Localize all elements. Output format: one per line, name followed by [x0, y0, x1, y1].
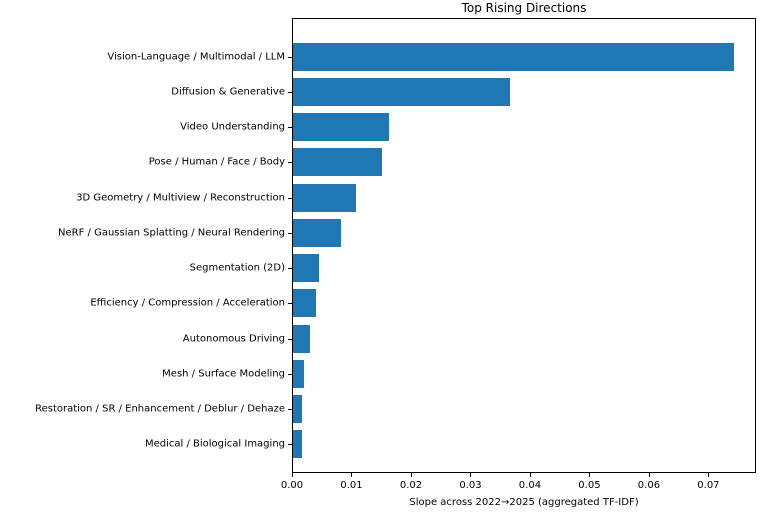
y-axis-tick: [288, 162, 292, 164]
bar: [293, 42, 734, 71]
x-axis-tick: [410, 473, 412, 477]
bar: [293, 183, 356, 212]
x-tick-label: 0.05: [578, 480, 601, 491]
bar-row: Mesh / Surface Modeling: [162, 356, 755, 391]
x-axis-title: Slope across 2022→2025 (aggregated TF-ID…: [409, 497, 639, 508]
y-axis-tick: [288, 232, 292, 234]
category-label: Efficiency / Compression / Acceleration: [90, 297, 285, 309]
x-axis-tick: [648, 473, 650, 477]
x-axis-tick: [708, 473, 710, 477]
plot-area: Vision-Language / Multimodal / LLM Diffus…: [35, 18, 756, 473]
bar-row: 3D Geometry / Multiview / Reconstruction: [76, 180, 755, 215]
category-label: Restoration / SR / Enhancement / Deblur …: [35, 403, 285, 415]
x-axis-tick: [292, 473, 293, 477]
bar: [293, 113, 389, 142]
x-axis: 0.00 0.01 0.02 0.03 0.04 0.05 0.06 0.07: [281, 473, 756, 495]
y-axis-tick: [288, 373, 292, 375]
category-label: Autonomous Driving: [182, 333, 285, 345]
x-tick-label: 0.06: [637, 480, 661, 491]
x-tick-label: 0.01: [340, 480, 363, 491]
y-axis-tick: [288, 56, 292, 58]
bar-row: Efficiency / Compression / Acceleration: [90, 286, 755, 321]
bar: [293, 148, 382, 177]
x-axis-tick: [470, 473, 472, 477]
x-axis-tick: [589, 473, 591, 477]
category-label: Diffusion & Generative: [171, 86, 285, 98]
bar-row: Segmentation (2D): [190, 251, 755, 286]
y-axis-tick: [288, 409, 292, 411]
y-axis-tick: [288, 197, 292, 199]
bar: [293, 430, 302, 459]
category-label: Segmentation (2D): [189, 262, 285, 274]
category-label: Vision-Language / Multimodal / LLM: [107, 51, 285, 63]
y-axis-tick: [288, 338, 292, 340]
bar: [293, 77, 510, 106]
category-label: NeRF / Gaussian Splatting / Neural Rende…: [58, 227, 285, 239]
x-tick-label: 0.00: [280, 480, 304, 491]
bar: [293, 289, 317, 318]
bar-row: Vision-Language / Multimodal / LLM: [107, 39, 755, 74]
bars-container: Vision-Language / Multimodal / LLM Diffus…: [35, 19, 755, 472]
bar-row: Medical / Biological Imaging: [145, 427, 755, 462]
bar-row: Diffusion & Generative: [171, 74, 755, 109]
x-axis-tick: [529, 473, 531, 477]
x-tick-label: 0.02: [399, 480, 423, 491]
bar-row: Autonomous Driving: [183, 321, 755, 356]
bar: [293, 254, 320, 283]
category-label: Pose / Human / Face / Body: [148, 156, 285, 168]
bar: [293, 324, 311, 353]
x-tick-label: 0.03: [459, 480, 482, 491]
category-label: Video Understanding: [180, 121, 285, 133]
y-axis-tick: [288, 444, 292, 446]
bar: [293, 359, 305, 388]
y-axis-tick: [288, 91, 292, 93]
y-axis-tick: [288, 268, 292, 270]
bar: [293, 395, 303, 424]
y-axis-tick: [288, 303, 292, 305]
bar-row: NeRF / Gaussian Splatting / Neural Rende…: [58, 215, 755, 250]
bar: [293, 218, 341, 247]
bar-row: Video Understanding: [180, 110, 755, 145]
bar-row: Pose / Human / Face / Body: [149, 145, 755, 180]
category-label: 3D Geometry / Multiview / Reconstruction: [76, 192, 285, 204]
x-tick-label: 0.04: [518, 480, 542, 491]
chart-title: Top Rising Directions: [461, 1, 587, 15]
x-axis-tick: [351, 473, 353, 477]
category-label: Medical / Biological Imaging: [144, 438, 285, 450]
y-axis-tick: [288, 127, 292, 129]
category-label: Mesh / Surface Modeling: [162, 368, 285, 380]
bar-row: Restoration / SR / Enhancement / Deblur …: [35, 392, 755, 427]
x-tick-label: 0.07: [697, 480, 720, 491]
